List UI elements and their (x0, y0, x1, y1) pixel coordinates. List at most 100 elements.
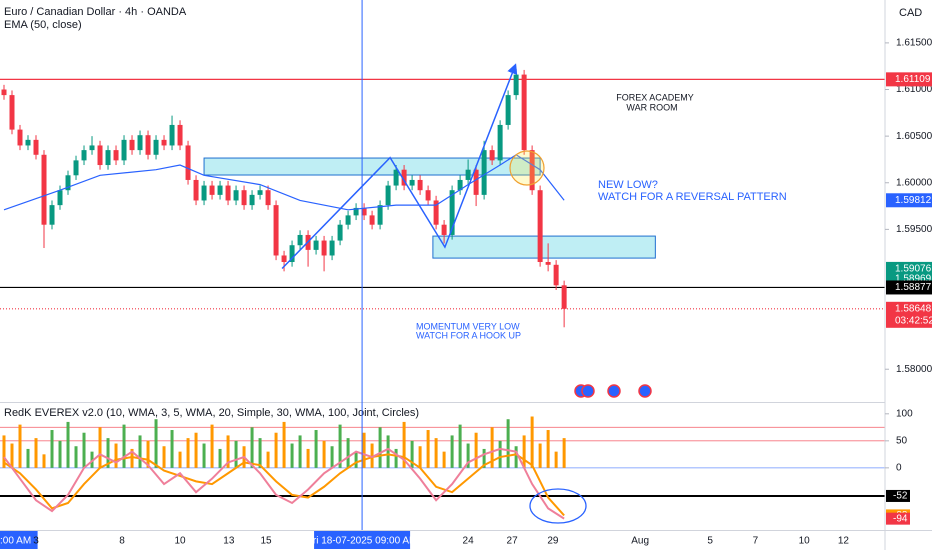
histogram-bar (434, 438, 438, 468)
histogram-bar (506, 419, 510, 468)
candle-body (113, 150, 119, 161)
histogram-bar (450, 435, 454, 468)
histogram-bar (218, 448, 222, 468)
event-icon[interactable] (638, 384, 652, 398)
histogram-bar (2, 435, 6, 468)
candle-body (169, 124, 175, 146)
candle-body (369, 215, 375, 225)
x-tick-label: 7 (753, 536, 759, 547)
candle-body (473, 169, 479, 195)
histogram-bar (74, 446, 78, 468)
histogram-bar (346, 438, 350, 468)
candle-body (41, 154, 47, 225)
event-icon[interactable] (607, 384, 621, 398)
zone (203, 157, 541, 176)
histogram-bar (162, 446, 166, 468)
histogram-bar (314, 430, 318, 468)
histogram-bar (82, 432, 86, 468)
event-icon[interactable] (581, 384, 595, 398)
histogram-bar (322, 440, 326, 468)
histogram-bar (378, 427, 382, 468)
candle-body (481, 150, 487, 195)
candle-body (25, 139, 31, 146)
candle-body (129, 139, 135, 151)
histogram-bar (498, 440, 502, 468)
price-label: 1.59076 (895, 264, 932, 275)
candle-body (193, 179, 199, 201)
candle-body (441, 224, 447, 235)
candle-body (153, 139, 159, 155)
annotation: WATCH FOR A REVERSAL PATTERN (598, 191, 787, 203)
event-icons (574, 384, 652, 398)
x-tick-label: 15 (260, 536, 272, 547)
candle-body (1, 89, 7, 96)
histogram-bar (50, 430, 54, 468)
histogram-bar (306, 448, 310, 468)
candle-body (561, 285, 567, 309)
candle-body (433, 200, 439, 225)
candle-body (329, 240, 335, 256)
candle-body (489, 150, 495, 161)
histogram-bar (146, 440, 150, 468)
histogram-bar (34, 438, 38, 468)
histogram-bar (66, 421, 70, 468)
histogram-bar (522, 435, 526, 468)
annotation: MOMENTUM VERY LOW (416, 321, 520, 331)
histogram-bar (90, 451, 94, 468)
candle-body (513, 74, 519, 96)
candle-body (425, 190, 431, 201)
annotation: NEW LOW? (598, 179, 658, 191)
candle-body (145, 135, 151, 155)
histogram-bar (354, 451, 358, 468)
histogram-bar (226, 435, 230, 468)
x-tick-label: 24 (463, 536, 475, 547)
histogram-bar (98, 427, 102, 468)
histogram-bar (554, 451, 558, 468)
crosshair-label-bg (314, 531, 411, 549)
crosshair-label: Fri 18-07-2025 09:00 AM (307, 536, 418, 547)
candle-body (233, 190, 239, 201)
x-tick-label: 27 (507, 536, 519, 547)
x-tick-label: Aug (631, 536, 649, 547)
histogram-bar (178, 451, 182, 468)
candle-body (65, 175, 71, 191)
candle-body (57, 190, 63, 206)
value-label-bg (886, 512, 910, 525)
y-tick-label: 50 (896, 435, 908, 446)
candle-body (265, 190, 271, 206)
candle-body (521, 74, 527, 151)
price-label-bg (886, 280, 932, 295)
histogram-bar (466, 443, 470, 468)
candle-body (81, 150, 87, 161)
histogram-bar (458, 424, 462, 468)
histogram-bar (290, 443, 294, 468)
histogram-bar (474, 432, 478, 468)
candle-body (385, 185, 391, 206)
candle-body (241, 190, 247, 206)
histogram-bar (234, 440, 238, 468)
candle-body (121, 139, 127, 161)
histogram-bar (394, 448, 398, 468)
histogram-bar (370, 443, 374, 468)
candle-body (337, 224, 343, 241)
candle-body (505, 95, 511, 125)
price-label: 1.58877 (895, 282, 932, 293)
histogram-bar (330, 446, 334, 468)
candle-body (257, 190, 263, 195)
price-label-bg (886, 301, 932, 328)
candle-body (537, 190, 543, 263)
histogram-bar (130, 448, 134, 468)
histogram-bar (298, 435, 302, 468)
candle-body (89, 145, 95, 151)
histogram-bar (266, 451, 270, 468)
histogram-bar (546, 430, 550, 468)
price-label-bg (886, 193, 932, 208)
highlight-circle (509, 150, 545, 186)
candle-body (177, 124, 183, 146)
time-label-bg (0, 531, 38, 549)
drawn-zigzag (281, 63, 518, 270)
candle-body (353, 207, 359, 216)
candle-body (497, 124, 503, 161)
histogram-bar (562, 438, 566, 468)
